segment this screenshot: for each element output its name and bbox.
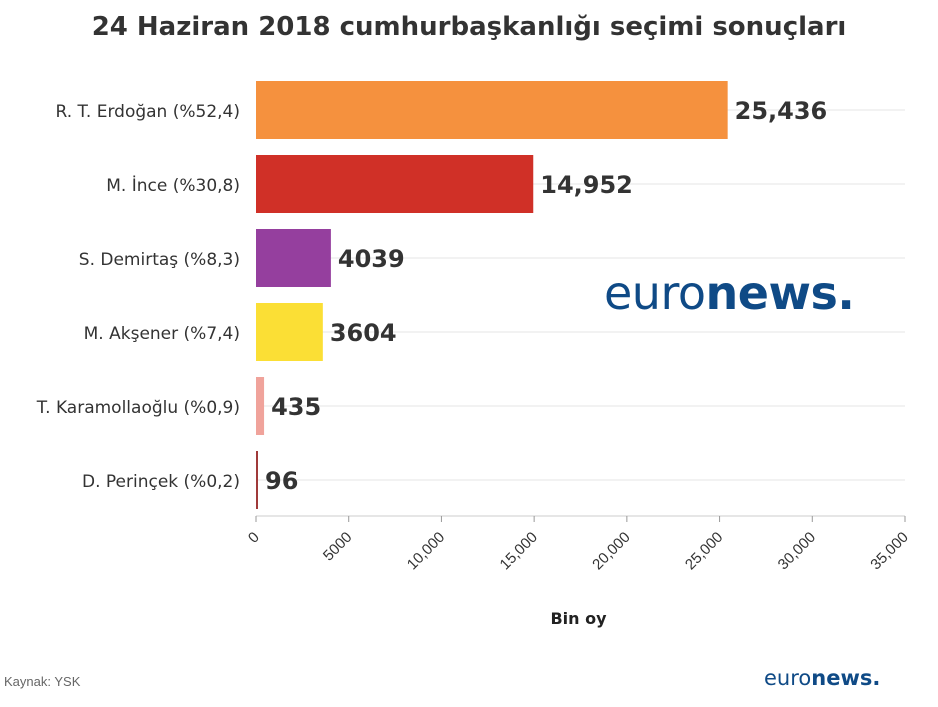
x-tick-label: 20,000 xyxy=(589,529,633,573)
value-label: 96 xyxy=(265,467,298,495)
x-tick-label: 35,000 xyxy=(867,529,911,573)
value-label: 14,952 xyxy=(540,171,633,199)
x-tick-label: 25,000 xyxy=(682,529,726,573)
bar xyxy=(256,377,265,435)
source-note: Kaynak: YSK xyxy=(4,674,81,689)
logo-text-euro: euro xyxy=(604,266,706,320)
x-axis-title: Bin oy xyxy=(550,609,607,628)
x-tick-label: 10,000 xyxy=(404,529,448,573)
footer-logo-text-news: news xyxy=(811,666,873,690)
euronews-footer-logo: euronews. xyxy=(764,666,880,690)
bar xyxy=(256,451,258,509)
footer-logo-text-euro: euro xyxy=(764,666,812,690)
bar xyxy=(256,81,728,139)
footer-logo-dot: . xyxy=(872,666,881,690)
category-label: R. T. Erdoğan (%52,4) xyxy=(56,102,240,122)
bar xyxy=(256,155,534,213)
category-label: D. Perinçek (%0,2) xyxy=(82,472,240,492)
x-tick-label: 30,000 xyxy=(775,529,819,573)
bar xyxy=(256,303,323,361)
value-label: 435 xyxy=(271,393,321,421)
bar xyxy=(256,229,331,287)
euronews-logo: euronews. xyxy=(604,266,855,320)
value-label: 3604 xyxy=(330,319,397,347)
x-tick-label: 5000 xyxy=(320,529,356,565)
value-label: 25,436 xyxy=(735,97,828,125)
category-label: T. Karamollaoğlu (%0,9) xyxy=(36,398,240,418)
value-label: 4039 xyxy=(338,245,405,273)
logo-text-news: news xyxy=(705,266,838,320)
x-tick-label: 15,000 xyxy=(497,529,541,573)
x-tick-label: 0 xyxy=(245,529,263,547)
logo-dot: . xyxy=(837,266,855,320)
chart-title: 24 Haziran 2018 cumhurbaşkanlığı seçimi … xyxy=(91,12,847,42)
category-label: S. Demirtaş (%8,3) xyxy=(79,250,240,270)
category-label: M. Akşener (%7,4) xyxy=(84,324,240,344)
category-label: M. İnce (%30,8) xyxy=(106,175,240,196)
